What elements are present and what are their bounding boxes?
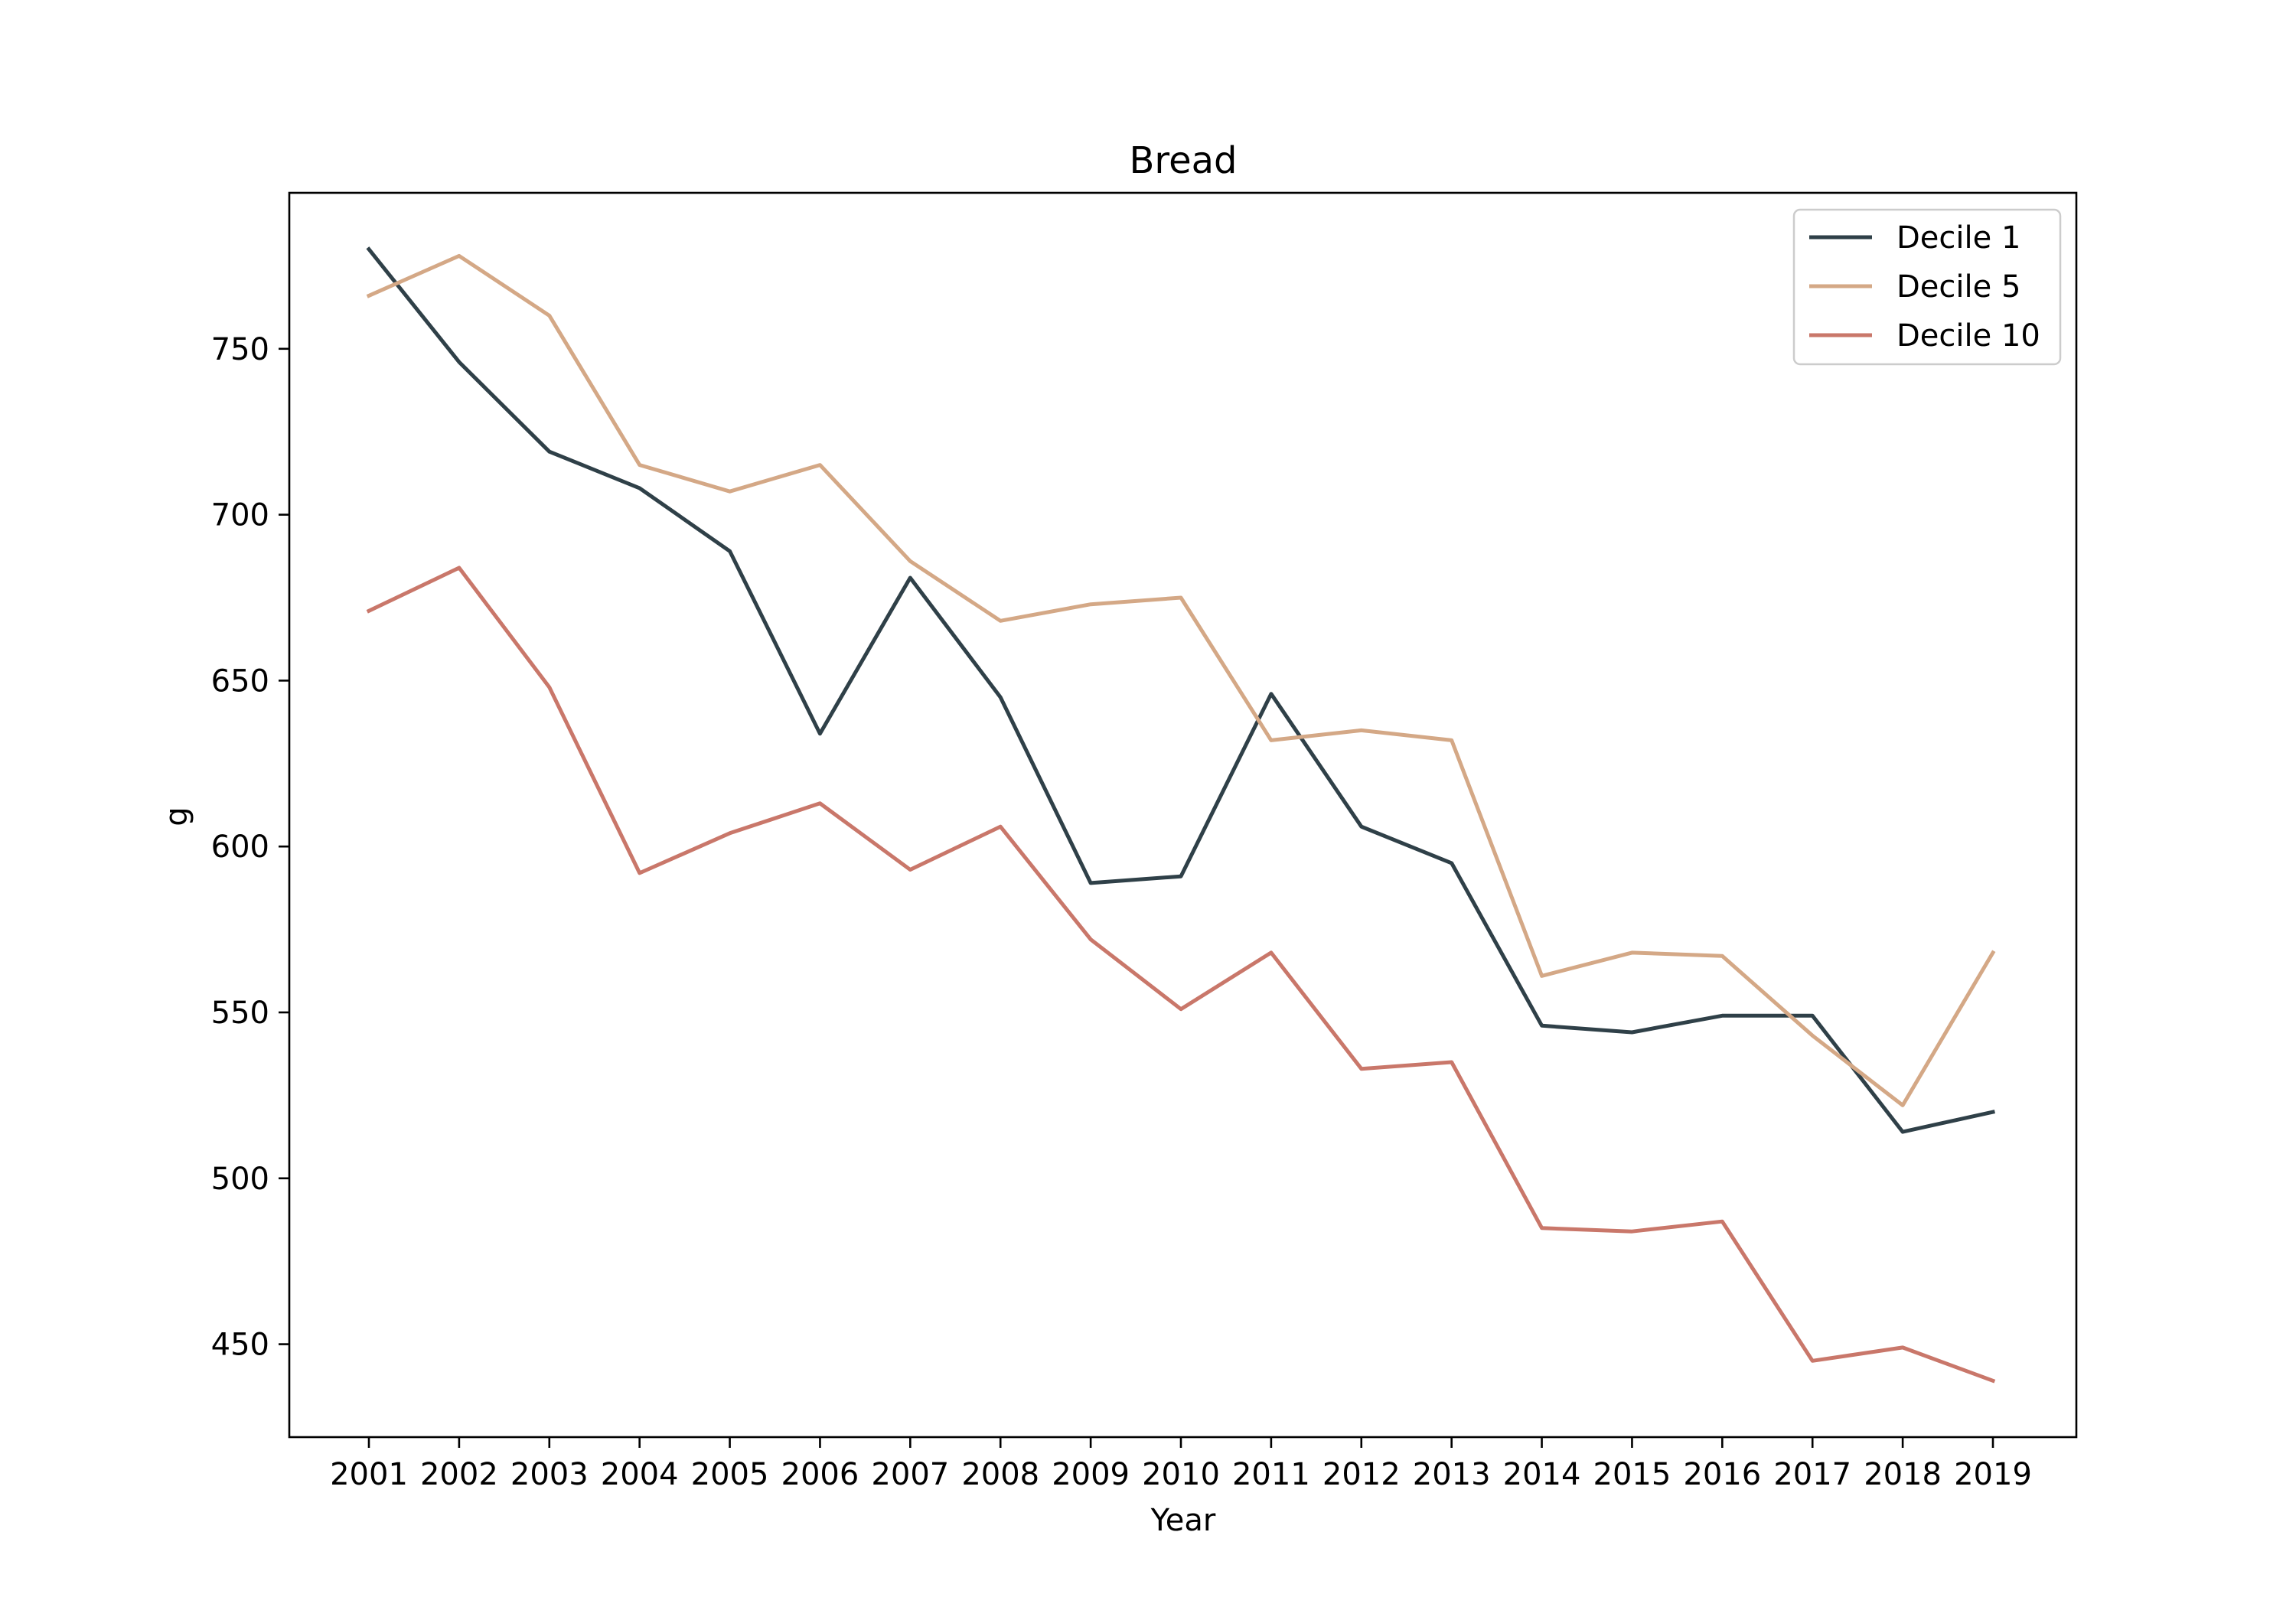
legend: Decile 1 Decile 5 Decile 10	[1792, 208, 2062, 366]
legend-label: Decile 1	[1896, 220, 2020, 256]
legend-frame	[1792, 208, 2062, 366]
series-line-decile-1	[366, 246, 1995, 1134]
x-tick-label: 2013	[1413, 1457, 1491, 1492]
y-tick-label: 450	[211, 1328, 269, 1363]
series-lines	[366, 246, 1996, 1384]
y-tick-label: 550	[211, 996, 269, 1031]
y-tick-label: 500	[211, 1162, 269, 1197]
legend-items: Decile 1 Decile 5 Decile 10	[1809, 220, 2040, 354]
y-tick-label: 600	[211, 830, 269, 865]
chart-title: Bread	[1129, 139, 1237, 182]
x-tick-label: 2016	[1683, 1457, 1761, 1492]
y-axis-label: g	[159, 807, 194, 826]
legend-label: Decile 10	[1896, 318, 2040, 354]
x-axis-label: Year	[1150, 1503, 1216, 1538]
x-axis-ticks: 2001 2002 2003 2004 2005 2006 2007 2008 2009 2010…	[330, 1437, 2032, 1492]
x-tick-label: 2005	[691, 1457, 769, 1492]
x-tick-label: 2009	[1052, 1457, 1130, 1492]
x-tick-label: 2010	[1142, 1457, 1220, 1492]
x-tick-label: 2002	[420, 1457, 498, 1492]
y-axis-ticks: 450 500 550 600 650 700 750	[211, 332, 289, 1363]
x-tick-label: 2004	[601, 1457, 679, 1492]
x-tick-label: 2003	[510, 1457, 589, 1492]
x-tick-label: 2001	[330, 1457, 408, 1492]
x-tick-label: 2011	[1232, 1457, 1310, 1492]
x-tick-label: 2008	[961, 1457, 1039, 1492]
x-tick-label: 2007	[871, 1457, 949, 1492]
series-line-decile-5	[366, 253, 1996, 1107]
x-tick-label: 2012	[1322, 1457, 1401, 1492]
x-tick-label: 2015	[1593, 1457, 1671, 1492]
plot-area-frame	[288, 191, 2078, 1439]
legend-label: Decile 5	[1896, 269, 2020, 305]
series-line-decile-10	[366, 566, 1996, 1384]
x-tick-label: 2018	[1864, 1457, 1942, 1492]
y-tick-label: 650	[211, 663, 269, 699]
y-tick-label: 750	[211, 332, 269, 367]
x-tick-label: 2014	[1503, 1457, 1581, 1492]
y-tick-label: 700	[211, 498, 269, 533]
x-tick-label: 2019	[1954, 1457, 2032, 1492]
x-tick-label: 2017	[1773, 1457, 1851, 1492]
x-tick-label: 2006	[781, 1457, 859, 1492]
